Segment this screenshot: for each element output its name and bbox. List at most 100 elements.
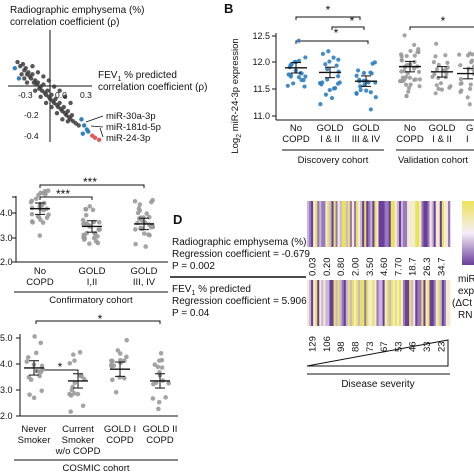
panel-b-point <box>433 91 438 96</box>
panel-a-point <box>46 78 51 83</box>
panel-b-point <box>412 66 417 71</box>
panel-d-heat-cell-top <box>333 201 336 247</box>
panel-d-heat-cell-bottom <box>309 280 312 326</box>
panel-d-heat-cell-top <box>413 201 416 247</box>
panel-e-point <box>38 340 44 346</box>
panel-d-emph-value: 2.00 <box>350 258 361 277</box>
panel-d-fev-coef: Regression coefficient = 5.906 <box>172 296 307 307</box>
panel-d-heat-cell-top <box>427 201 430 247</box>
panel-d-legend-4: RN <box>458 310 472 321</box>
panel-c-point <box>87 204 93 209</box>
panel-d-heat-cell-top <box>307 201 310 247</box>
panel-b-point <box>286 72 291 77</box>
panel-d-legend-colorbar <box>462 201 474 265</box>
panel-b-point <box>291 81 296 86</box>
panel-b-point <box>457 52 462 57</box>
panel-b-point <box>358 84 363 89</box>
panel-c-group-3-l2: III, IV <box>133 277 156 288</box>
panel-d-heat-cell-bottom <box>413 280 416 326</box>
panel-d-heat-cell-top <box>411 201 414 247</box>
panel-a-xtick-1: -0.3 <box>18 90 33 100</box>
panel-d-emph-value: 3.50 <box>365 258 376 277</box>
panel-a-mir-label-1: miR-30a-3p <box>106 111 156 122</box>
panel-e-point <box>121 375 127 381</box>
panel-d-heat-cell-bottom <box>311 280 314 326</box>
panel-e-point <box>24 359 30 364</box>
panel-e-point <box>70 352 76 357</box>
panel-d-heat-cell-top <box>384 201 387 247</box>
panel-d-heatmap-fev1 <box>307 280 451 326</box>
panel-e-point <box>72 358 77 363</box>
panel-b-point <box>399 69 404 74</box>
panel-c-sig-bar-1 <box>39 184 145 188</box>
panel-b-point <box>326 49 331 54</box>
panel-b-ylabel: Log2 miR-24-3p expression <box>230 38 243 153</box>
panel-e-point <box>152 362 158 367</box>
panel-b-point <box>355 68 361 73</box>
panel-e-point <box>110 377 115 383</box>
panel-d-heat-cell-bottom <box>349 280 353 326</box>
panel-d-heat-cell-bottom <box>343 280 347 326</box>
panel-b-group-3-l1: GOLD <box>353 123 380 134</box>
panel-d-heat-cell-bottom <box>378 280 381 326</box>
panel-a-point-blue <box>16 76 22 81</box>
panel-a: Radiographic emphysema (%) correlation c… <box>8 5 207 144</box>
panel-d-heat-cell-bottom <box>394 280 398 326</box>
panel-a-point <box>23 66 28 71</box>
panel-a-point <box>49 104 54 110</box>
panel-d-heat-cell-bottom <box>325 280 328 326</box>
panel-c-group-1-l2: COPD <box>26 277 54 288</box>
panel-e-ytick-2: 4.0 <box>0 359 13 369</box>
panel-e-point <box>27 392 32 397</box>
panel-a-fev-label-2: correlation coefficient (ρ) <box>98 82 207 93</box>
panel-e-point <box>31 395 37 401</box>
panel-d-heat-cell-top <box>437 201 441 247</box>
panel-d-emph-value: 0.20 <box>322 258 333 277</box>
panel-a-point-red <box>96 137 102 142</box>
panel-a-point <box>20 61 26 67</box>
panel-b-group-6-l1: GOLD <box>466 123 474 134</box>
panel-a-point-blue <box>12 66 17 71</box>
panel-e-point <box>110 358 115 364</box>
panel-d-heat-cell-top <box>339 201 343 247</box>
panel-d-emph-value: 7.70 <box>393 258 404 277</box>
panel-e-point <box>118 360 123 366</box>
panel-d-heat-cell-top <box>376 201 379 247</box>
panel-b-point <box>296 38 301 43</box>
panel-a-point <box>30 63 35 69</box>
panel-c-point <box>36 192 41 198</box>
panel-a-leader-1 <box>85 115 104 123</box>
panel-b-group-4-l1: No <box>404 123 416 134</box>
panel-b-point <box>470 58 474 63</box>
panel-d-heat-cell-top <box>362 201 365 247</box>
panel-b-point <box>433 54 438 59</box>
panel-a-point <box>54 111 60 116</box>
panel-d-heat-cell-bottom <box>411 280 414 326</box>
panel-b-point <box>372 60 378 65</box>
panel-e-ytick-1: 5.0 <box>0 333 13 343</box>
panel-d-heat-cell-top <box>407 201 410 247</box>
panel-d-heat-cell-top <box>441 201 445 247</box>
panel-d-heat-cell-top <box>405 201 408 247</box>
panel-d-heat-cell-bottom <box>431 280 434 326</box>
panel-a-point <box>38 94 43 100</box>
panel-d-heat-cell-top <box>378 201 381 247</box>
panel-a-point-blue <box>81 123 87 128</box>
panel-c-point <box>83 206 88 212</box>
panel-d-fev-value: 106 <box>322 336 333 352</box>
panel-c-ytick-3: 2.0 <box>0 257 13 267</box>
panel-d-heat-cell-bottom <box>400 280 404 326</box>
panel-d-fev-value: 73 <box>365 341 376 352</box>
panel-c-point <box>45 188 51 193</box>
panel-d-emph-value: 4.60 <box>379 258 390 277</box>
panel-a-point <box>52 84 57 89</box>
panel-e-point <box>67 391 72 397</box>
panel-e-point <box>150 396 156 401</box>
panel-d-heat-cell-top <box>315 201 318 247</box>
panel-d-heat-cell-bottom <box>307 280 310 326</box>
panel-a-leader-2 <box>90 125 104 128</box>
panel-c-points <box>28 188 156 249</box>
panel-b-point <box>302 84 307 89</box>
panel-d-heat-cell-bottom <box>323 280 326 326</box>
panel-c-point <box>29 205 35 211</box>
